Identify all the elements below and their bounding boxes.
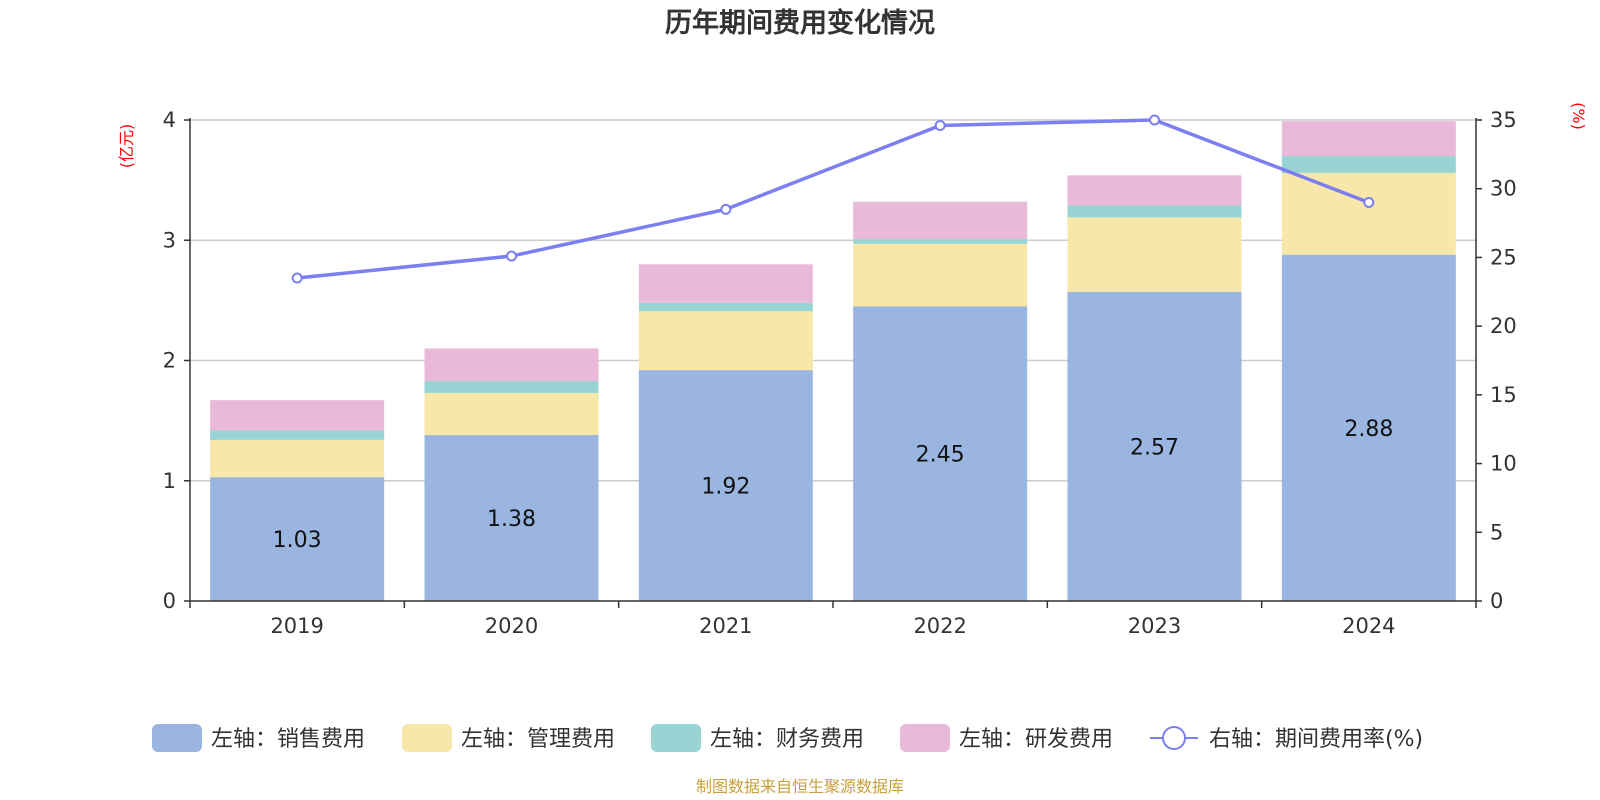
legend-swatch	[651, 724, 701, 752]
legend-swatch	[900, 724, 950, 752]
rate-line	[291, 114, 1375, 284]
x-tick-label: 2023	[1128, 614, 1181, 638]
bar-segment	[424, 392, 599, 436]
rate-line-path	[296, 118, 1370, 280]
legend-label: 左轴：销售费用	[211, 727, 365, 752]
x-tick-label: 2019	[270, 614, 323, 638]
legend-label: 右轴：期间费用率(%)	[1209, 727, 1423, 752]
rate-point	[720, 203, 732, 215]
bars: 1.03 1.38 1.92 2.45 2.57 2.88	[210, 121, 1456, 601]
left-axis-unit: (亿元)	[117, 124, 136, 169]
x-tick-label: 2022	[913, 614, 966, 638]
bar-data-label: 2.57	[1130, 435, 1179, 460]
x-tick-label: 2024	[1342, 614, 1395, 638]
legend-label: 左轴：财务费用	[710, 727, 864, 752]
legend: 左轴：销售费用 左轴：管理费用 左轴：财务费用 左轴：研发费用 右轴：期间费用率(%)	[152, 724, 1423, 752]
rate-point	[1363, 196, 1375, 208]
left-tick-label: 1	[163, 469, 176, 493]
bar-segment	[853, 239, 1028, 244]
right-tick-label: 0	[1490, 589, 1503, 613]
source-note: 制图数据来自恒生聚源数据库	[696, 777, 904, 796]
bar-segment	[1281, 156, 1456, 173]
bar-segment	[638, 311, 813, 371]
bar-segment	[424, 380, 599, 393]
rate-point	[291, 272, 303, 284]
bar-segment	[1067, 205, 1242, 218]
right-tick-label: 35	[1490, 108, 1517, 132]
legend-marker-swatch	[1162, 726, 1186, 750]
legend-swatch	[402, 724, 452, 752]
bar-data-label: 1.03	[273, 528, 322, 553]
rate-point	[934, 119, 946, 131]
left-tick-label: 2	[163, 349, 176, 373]
bar-segment	[853, 243, 1028, 307]
chart-title: 历年期间费用变化情况	[665, 7, 935, 39]
right-tick-label: 15	[1490, 383, 1517, 407]
left-tick-label: 3	[163, 228, 176, 252]
rate-point	[506, 250, 517, 262]
bar-segment	[638, 264, 813, 303]
bar-segment	[1281, 121, 1456, 157]
right-tick-label: 5	[1490, 520, 1503, 544]
gridlines	[190, 119, 1476, 482]
bar-segment	[424, 348, 599, 381]
axes: 0 1 2 3 4 0 5 10 15 20 25 30 35 2019 2020 2021 2022 2023 2…	[163, 108, 1517, 638]
right-tick-label: 20	[1490, 314, 1517, 338]
bar-segment	[1067, 291, 1242, 601]
legend-swatch	[152, 724, 202, 752]
legend-label: 左轴：研发费用	[959, 727, 1113, 752]
right-axis-unit: (%)	[1569, 102, 1588, 130]
bar-segment	[853, 306, 1028, 601]
right-tick-label: 10	[1490, 452, 1517, 476]
bar-data-label: 2.45	[916, 443, 965, 468]
bar-segment	[1067, 175, 1242, 206]
rate-point	[1149, 114, 1160, 126]
legend-label: 左轴：管理费用	[461, 727, 615, 752]
bar-data-label: 2.88	[1344, 417, 1393, 442]
right-tick-label: 25	[1490, 245, 1517, 269]
bar-data-label: 1.92	[701, 475, 750, 500]
bar-segment	[210, 430, 385, 440]
left-tick-label: 4	[163, 108, 176, 132]
bar-segment	[1281, 254, 1456, 601]
bar-segment	[638, 302, 813, 312]
bar-segment	[210, 439, 385, 478]
bar-segment	[853, 201, 1028, 240]
left-tick-label: 0	[163, 589, 176, 613]
right-tick-label: 30	[1490, 177, 1517, 201]
bar-segment	[1067, 217, 1242, 292]
bar-segment	[210, 477, 385, 601]
x-tick-label: 2020	[485, 614, 538, 638]
x-tick-label: 2021	[699, 614, 752, 638]
bar-segment	[1281, 172, 1456, 255]
bar-segment	[638, 370, 813, 601]
bar-data-label: 1.38	[487, 507, 536, 532]
bar-segment	[424, 435, 599, 601]
bar-segment	[210, 400, 385, 431]
